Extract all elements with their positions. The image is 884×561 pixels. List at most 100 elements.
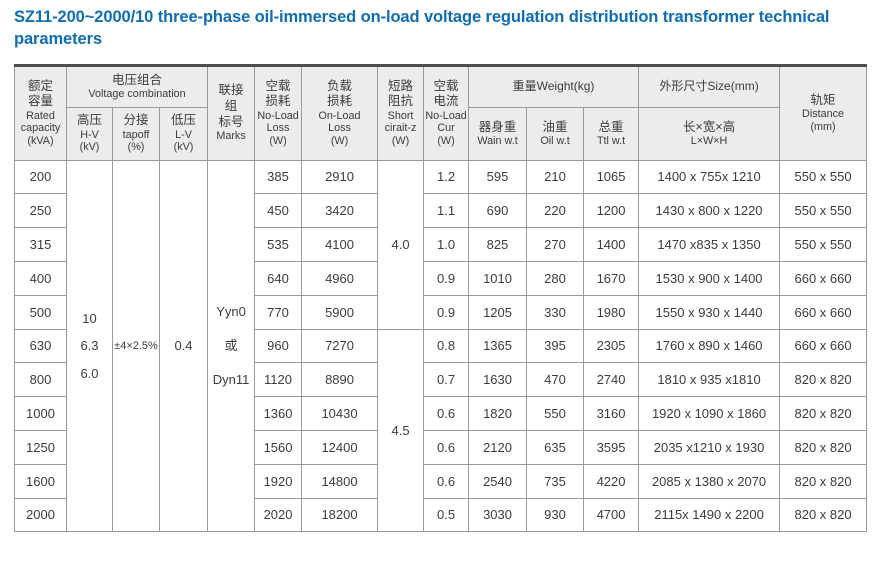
cell-size: 2085 x 1380 x 2070 bbox=[638, 463, 781, 499]
cell-on-load-loss: 18200 bbox=[301, 497, 379, 533]
cell-no-load-current: 0.7 bbox=[423, 362, 470, 398]
cell-no-load-loss: 535 bbox=[254, 227, 303, 262]
col-header-no-load-loss: 空载 损耗 No-Load Loss (W) bbox=[254, 64, 303, 161]
cell-total-weight: 1200 bbox=[583, 193, 640, 229]
cell-distance: 550 x 550 bbox=[779, 227, 868, 262]
cell-body-weight: 825 bbox=[468, 227, 528, 262]
cell-no-load-current: 0.9 bbox=[423, 294, 470, 330]
cell-total-weight: 1670 bbox=[583, 260, 640, 296]
cell-body-weight: 2540 bbox=[468, 463, 528, 499]
cell-capacity: 1600 bbox=[14, 463, 67, 499]
header-row-sub: 高压 H-V (kV) 分接 tapoff (%) 低压 L-V (kV) 器身… bbox=[15, 106, 867, 161]
cell-no-load-current: 0.6 bbox=[423, 429, 470, 465]
col-header-body-weight: 器身重 Wain w.t bbox=[468, 106, 528, 161]
cell-body-weight: 3030 bbox=[468, 497, 528, 533]
cell-body-weight: 1010 bbox=[468, 260, 528, 296]
col-header-oil-weight: 油重 Oil w.t bbox=[526, 106, 585, 161]
cell-size: 1550 x 930 x 1440 bbox=[638, 294, 781, 330]
cell-capacity: 200 bbox=[14, 159, 67, 195]
no-load-loss-en: No-Load Loss (W) bbox=[257, 110, 299, 147]
table-row: 630 960 7270 4.5 0.8 1365 395 2305 1760 … bbox=[14, 328, 868, 533]
cell-on-load-loss: 4100 bbox=[301, 227, 379, 262]
cell-distance: 820 x 820 bbox=[779, 396, 868, 431]
size-lwh-en: L×W×H bbox=[690, 135, 728, 148]
no-load-loss-zh: 空载 损耗 bbox=[265, 78, 291, 109]
cell-total-weight: 2740 bbox=[583, 362, 640, 398]
marks-zh: 联接 组 标号 bbox=[218, 83, 244, 129]
cell-size: 2035 x1210 x 1930 bbox=[638, 429, 781, 465]
cell-no-load-loss: 2020 bbox=[254, 497, 303, 533]
cell-no-load-current: 0.5 bbox=[423, 497, 470, 533]
short-circuit-zh: 短路 阻抗 bbox=[388, 78, 414, 109]
col-header-weight-group: 重量Weight(kg) bbox=[468, 64, 640, 108]
cell-size: 2115x 1490 x 2200 bbox=[638, 497, 781, 533]
cell-size: 1760 x 890 x 1460 bbox=[638, 328, 781, 364]
cell-oil-weight: 220 bbox=[526, 193, 585, 229]
voltage-combination-en: Voltage combination bbox=[88, 88, 186, 101]
col-header-total-weight: 总重 Ttl w.t bbox=[583, 106, 640, 161]
parameters-table: 额定 容量 Rated capacity (kVA) 电压组合 Voltage … bbox=[14, 63, 868, 533]
col-header-low-voltage: 低压 L-V (kV) bbox=[158, 106, 209, 161]
table-row: 1600 1920 14800 0.6 2540 735 4220 2085 x… bbox=[14, 463, 868, 499]
distance-zh: 轨矩 bbox=[810, 92, 836, 107]
no-load-current-en: No-Load Cur (W) bbox=[425, 110, 467, 147]
col-header-distance: 轨矩 Distance (mm) bbox=[779, 64, 868, 161]
size-lwh-zh: 长×宽×高 bbox=[682, 119, 736, 134]
cell-total-weight: 1980 bbox=[583, 294, 640, 330]
cell-distance: 820 x 820 bbox=[779, 362, 868, 398]
cell-size: 1470 x835 x 1350 bbox=[638, 227, 781, 262]
on-load-loss-en: On-Load Loss (W) bbox=[318, 110, 361, 147]
col-header-no-load-current: 空载 电流 No-Load Cur (W) bbox=[423, 64, 470, 161]
cell-capacity: 400 bbox=[14, 260, 67, 296]
cell-distance: 660 x 660 bbox=[779, 260, 868, 296]
table-row: 500 770 5900 0.9 1205 330 1980 1550 x 93… bbox=[14, 294, 868, 330]
cell-body-weight: 1365 bbox=[468, 328, 528, 364]
cell-short-circuit-merged-b: 4.5 bbox=[377, 328, 425, 533]
oil-weight-zh: 油重 bbox=[542, 119, 568, 134]
table-row: 1000 1360 10430 0.6 1820 550 3160 1920 x… bbox=[14, 396, 868, 431]
high-voltage-en: H-V (kV) bbox=[79, 128, 100, 154]
header-row-top: 额定 容量 Rated capacity (kVA) 电压组合 Voltage … bbox=[14, 64, 868, 161]
marks-en: Marks bbox=[216, 130, 246, 143]
col-header-size-lwh: 长×宽×高 L×W×H bbox=[638, 106, 781, 161]
cell-no-load-current: 0.6 bbox=[423, 463, 470, 499]
cell-no-load-current: 0.8 bbox=[423, 328, 470, 364]
cell-distance: 820 x 820 bbox=[779, 497, 868, 533]
table-row: 1250 1560 12400 0.6 2120 635 3595 2035 x… bbox=[14, 429, 868, 465]
cell-oil-weight: 735 bbox=[526, 463, 585, 499]
cell-total-weight: 1065 bbox=[583, 159, 640, 195]
cell-no-load-loss: 1120 bbox=[254, 362, 303, 398]
cell-short-circuit-merged-a: 4.0 bbox=[377, 159, 425, 330]
cell-distance: 660 x 660 bbox=[779, 294, 868, 330]
tapoff-zh: 分接 bbox=[123, 113, 149, 128]
cell-on-load-loss: 3420 bbox=[301, 193, 379, 229]
cell-body-weight: 690 bbox=[468, 193, 528, 229]
cell-body-weight: 2120 bbox=[468, 429, 528, 465]
cell-size: 1920 x 1090 x 1860 bbox=[638, 396, 781, 431]
cell-oil-weight: 635 bbox=[526, 429, 585, 465]
cell-distance: 820 x 820 bbox=[779, 429, 868, 465]
cell-capacity: 1000 bbox=[14, 396, 67, 431]
body-weight-zh: 器身重 bbox=[478, 119, 517, 134]
cell-oil-weight: 470 bbox=[526, 362, 585, 398]
cell-on-load-loss: 4960 bbox=[301, 260, 379, 296]
col-header-marks: 联接 组 标号 Marks bbox=[207, 64, 256, 161]
cell-oil-weight: 280 bbox=[526, 260, 585, 296]
cell-oil-weight: 930 bbox=[526, 497, 585, 533]
cell-distance: 660 x 660 bbox=[779, 328, 868, 364]
cell-no-load-loss: 1560 bbox=[254, 429, 303, 465]
cell-capacity: 500 bbox=[14, 294, 67, 330]
table-row: 800 1120 8890 0.7 1630 470 2740 1810 x 9… bbox=[14, 362, 868, 398]
cell-no-load-loss: 1360 bbox=[254, 396, 303, 431]
cell-capacity: 2000 bbox=[14, 497, 67, 533]
col-header-on-load-loss: 负载 损耗 On-Load Loss (W) bbox=[301, 64, 379, 161]
rated-capacity-en: Rated capacity (kVA) bbox=[20, 110, 61, 147]
short-circuit-en: Short cirait-z (W) bbox=[384, 110, 417, 147]
cell-total-weight: 3595 bbox=[583, 429, 640, 465]
cell-capacity: 630 bbox=[14, 328, 67, 364]
total-weight-en: Ttl w.t bbox=[596, 135, 626, 148]
cell-marks-merged: Yyn0 或 Dyn11 bbox=[207, 159, 256, 533]
cell-high-voltage-merged: 10 6.3 6.0 bbox=[66, 159, 113, 533]
cell-size: 1810 x 935 x1810 bbox=[638, 362, 781, 398]
size-group-label: 外形尺寸Size(mm) bbox=[659, 79, 759, 94]
